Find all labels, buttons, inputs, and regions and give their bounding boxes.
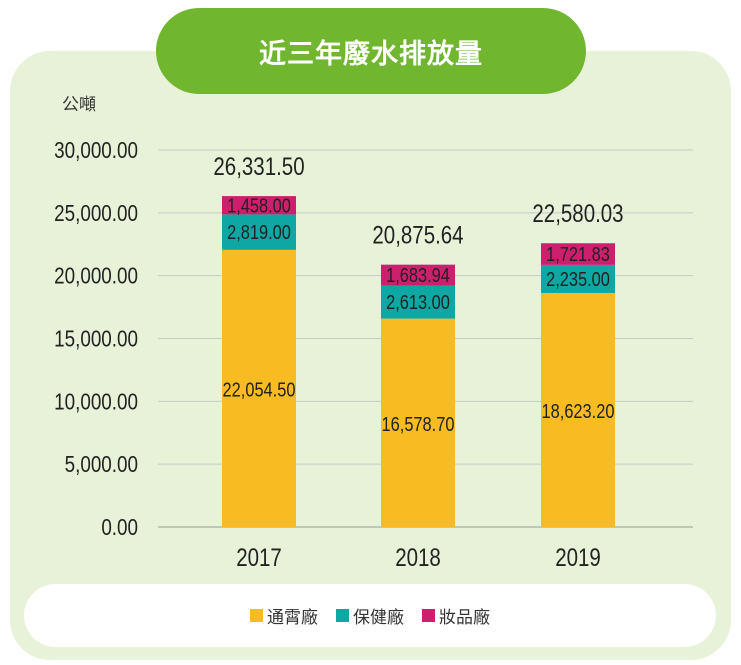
legend-label-health: 保健廠 bbox=[353, 608, 404, 628]
bar-segment bbox=[381, 285, 455, 319]
legend-swatch-tongxiao bbox=[250, 609, 263, 622]
y-tick-label: 20,000.00 bbox=[54, 264, 138, 289]
data-label: 18,623.20 bbox=[542, 399, 615, 422]
total-label: 22,580.03 bbox=[532, 199, 623, 227]
bar-segment bbox=[541, 264, 615, 293]
legend-item-health: 保健廠 bbox=[336, 603, 404, 628]
legend-swatch-health bbox=[336, 609, 349, 622]
y-axis-ticks: 0.00 5,000.00 10,000.00 15,000.00 20,000.00 2… bbox=[54, 138, 138, 540]
legend-item-tongxiao: 通霄廠 bbox=[250, 603, 318, 628]
bar-segment bbox=[222, 196, 296, 215]
bar-segment bbox=[381, 264, 455, 286]
bars: 22,054.50 2,819.00 1,458.00 26,331.50 16,578… bbox=[213, 152, 624, 527]
x-tick-label: 2018 bbox=[395, 543, 441, 571]
x-tick-label: 2019 bbox=[555, 543, 601, 571]
data-label: 1,458.00 bbox=[227, 194, 291, 217]
chart-title: 近三年廢水排放量 bbox=[156, 8, 586, 94]
data-label: 1,721.83 bbox=[546, 242, 610, 265]
x-tick-label: 2017 bbox=[236, 543, 282, 571]
bar-segment bbox=[541, 243, 615, 265]
y-tick-label: 15,000.00 bbox=[54, 327, 138, 352]
unit-label: 公噸 bbox=[62, 95, 96, 115]
x-axis-ticks: 2017 2018 2019 bbox=[236, 543, 601, 571]
total-label: 20,875.64 bbox=[372, 221, 463, 249]
legend-label-cosmetics: 妝品廠 bbox=[439, 608, 490, 628]
y-tick-label: 10,000.00 bbox=[54, 390, 138, 415]
bar-segment bbox=[222, 249, 296, 527]
legend-label-tongxiao: 通霄廠 bbox=[267, 608, 318, 628]
data-label: 16,578.70 bbox=[382, 412, 455, 435]
legend-item-cosmetics: 妝品廠 bbox=[422, 603, 490, 628]
y-tick-label: 25,000.00 bbox=[54, 201, 138, 226]
legend: 通霄廠 保健廠 妝品廠 bbox=[24, 584, 716, 647]
bar-segment bbox=[381, 318, 455, 527]
total-label: 26,331.50 bbox=[213, 152, 304, 180]
data-label: 2,613.00 bbox=[386, 291, 450, 314]
bar-segment bbox=[541, 292, 615, 527]
data-label: 2,235.00 bbox=[546, 267, 610, 290]
y-tick-label: 30,000.00 bbox=[54, 138, 138, 163]
legend-swatch-cosmetics bbox=[422, 609, 435, 622]
y-tick-label: 5,000.00 bbox=[65, 452, 138, 477]
data-label: 1,683.94 bbox=[386, 264, 450, 287]
bar-segment bbox=[222, 214, 296, 250]
y-tick-label: 0.00 bbox=[101, 515, 138, 540]
data-label: 22,054.50 bbox=[223, 378, 296, 401]
data-label: 2,819.00 bbox=[227, 221, 291, 244]
